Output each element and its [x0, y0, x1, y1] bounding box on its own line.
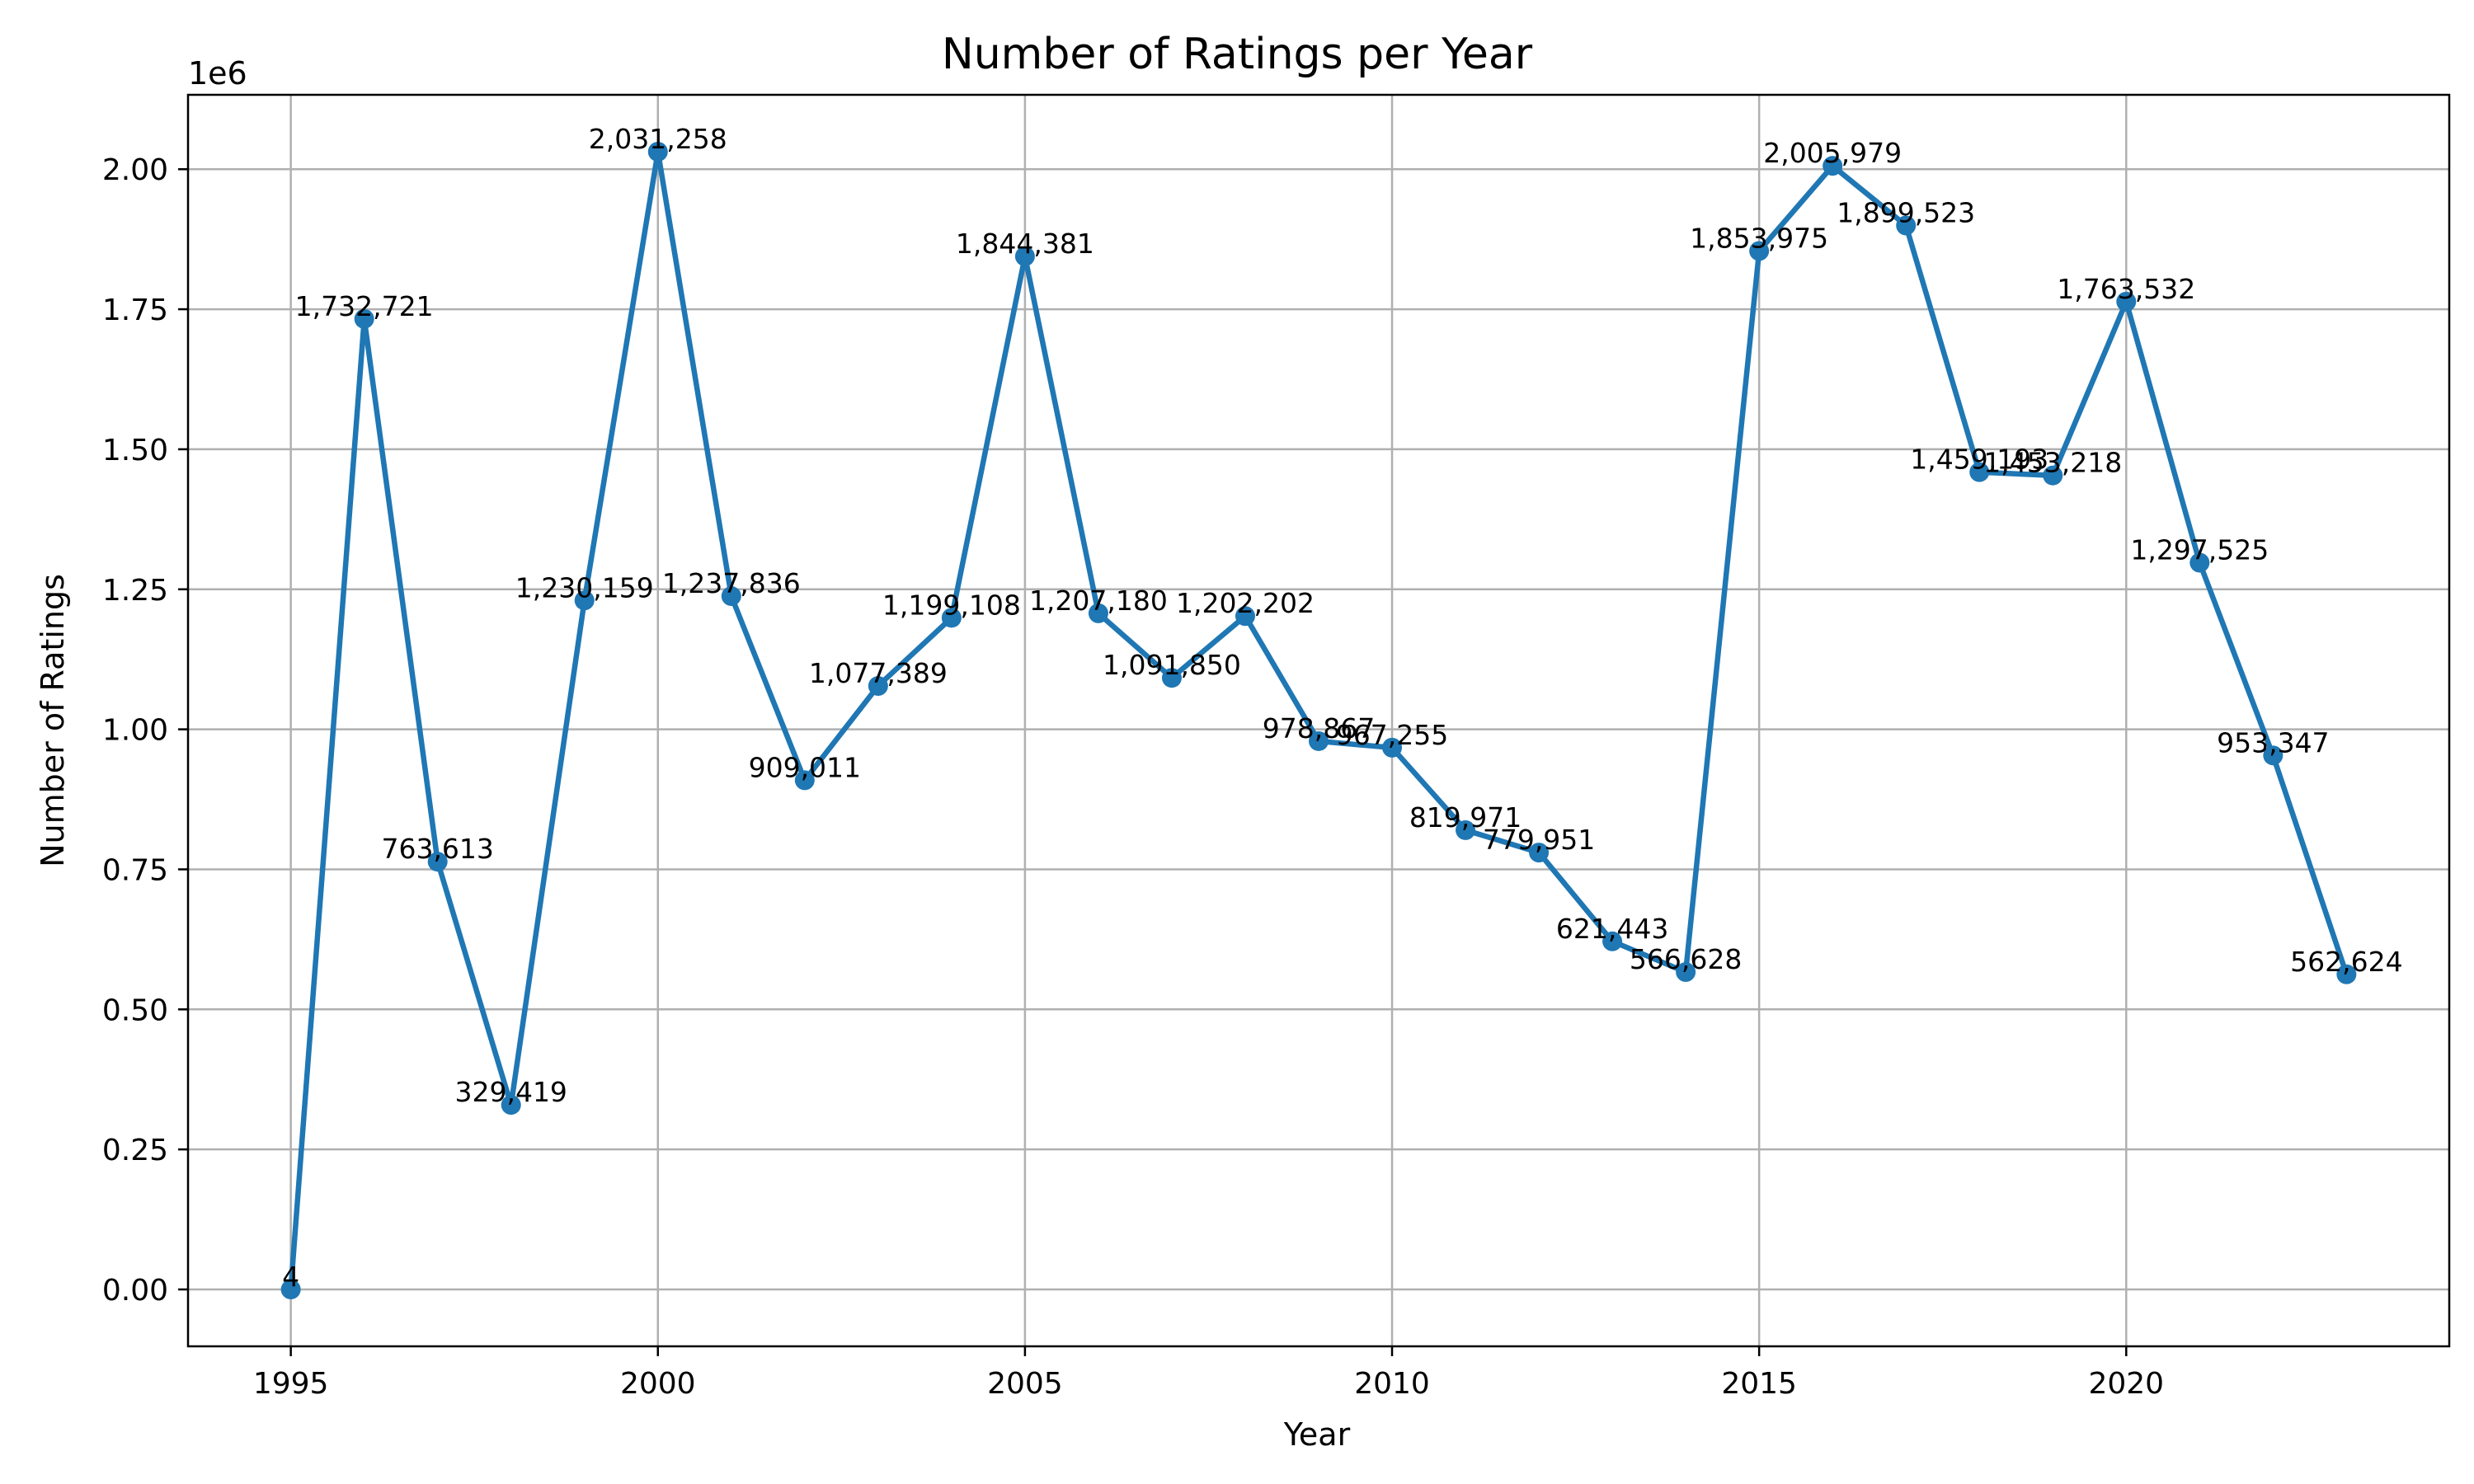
data-point-label: 621,443 — [1556, 913, 1668, 945]
data-point-marker — [280, 1279, 301, 1299]
data-point-marker — [2116, 291, 2137, 312]
y-tick-label: 1.25 — [102, 574, 168, 608]
data-point-marker — [1309, 730, 1329, 751]
data-point-marker — [1161, 668, 1182, 688]
data-point-marker — [2043, 465, 2063, 486]
data-point-marker — [868, 676, 888, 697]
data-point-marker — [1382, 737, 1403, 758]
data-point-marker — [427, 852, 448, 872]
data-labels: 4 1,732,721 763,613 329,419 1,230,159 2,031,2… — [282, 123, 2402, 1293]
data-point-marker — [794, 770, 815, 791]
data-point-marker — [1235, 606, 1255, 627]
y-tick-label: 1.75 — [102, 294, 168, 327]
x-tick-label: 2000 — [620, 1367, 696, 1401]
data-point-label: 1,199,108 — [882, 589, 1021, 621]
x-tick-label: 2020 — [2088, 1367, 2164, 1401]
data-point-label: 1,202,202 — [1176, 587, 1315, 619]
data-point-label: 1,297,525 — [2130, 533, 2269, 566]
x-axis-label: Year — [1283, 1416, 1351, 1453]
x-tick-label: 1995 — [253, 1367, 329, 1401]
data-point-marker — [1969, 462, 1990, 482]
x-tick-label: 2005 — [987, 1367, 1063, 1401]
data-point-label: 1,844,381 — [956, 228, 1094, 260]
data-point-label: 779,951 — [1483, 824, 1595, 856]
data-point-label: 1,763,532 — [2057, 273, 2195, 305]
data-point-marker — [721, 586, 741, 607]
plot-frame — [186, 93, 2451, 1348]
data-point-label: 4 — [282, 1261, 299, 1293]
series-line — [280, 141, 2357, 1299]
data-point-marker — [574, 590, 595, 611]
data-point-label: 562,624 — [2290, 946, 2402, 978]
data-point-marker — [1602, 931, 1623, 951]
data-point-label: 1,230,159 — [515, 571, 654, 603]
data-point-marker — [2189, 552, 2210, 573]
y-axis-label: Number of Ratings — [35, 574, 71, 867]
y-tick-label: 0.00 — [102, 1274, 168, 1308]
y-tick-label: 0.50 — [102, 993, 168, 1027]
data-point-label: 329,419 — [454, 1076, 567, 1108]
data-point-label: 2,031,258 — [589, 123, 727, 155]
x-tick-label: 2010 — [1354, 1367, 1430, 1401]
data-point-marker — [1088, 603, 1108, 623]
y-tick-label: 0.25 — [102, 1134, 168, 1167]
data-point-label: 1,091,850 — [1103, 649, 1241, 681]
y-tick-label: 1.00 — [102, 714, 168, 748]
data-point-marker — [1014, 246, 1035, 266]
data-point-marker — [2263, 745, 2284, 766]
data-point-label: 1,237,836 — [662, 567, 801, 599]
data-point-marker — [354, 308, 374, 329]
data-point-label: 1,453,218 — [1983, 447, 2122, 479]
data-point-label: 2,005,979 — [1763, 137, 1902, 169]
data-point-label: 1,459,193 — [1910, 444, 2048, 476]
y-tick-label: 2.00 — [102, 153, 168, 187]
data-point-label: 1,899,523 — [1837, 196, 1975, 228]
data-point-label: 566,628 — [1630, 943, 1742, 975]
y-axis-offset-text: 1e6 — [188, 55, 247, 92]
data-point-marker — [941, 608, 962, 628]
data-point-marker — [501, 1095, 521, 1115]
data-point-marker — [647, 141, 668, 162]
data-point-label: 1,077,389 — [809, 657, 948, 689]
axis-ticks: 1995 2000 2005 2010 2015 2020 0.00 0.25 0.50 0.75… — [102, 153, 2164, 1401]
data-point-marker — [1529, 843, 1550, 863]
data-point-label: 763,613 — [381, 833, 493, 865]
data-point-marker — [1676, 962, 1696, 983]
data-point-label: 967,255 — [1336, 719, 1448, 751]
data-point-marker — [1823, 156, 1843, 176]
x-tick-label: 2015 — [1721, 1367, 1797, 1401]
data-point-marker — [1456, 819, 1476, 840]
data-point-label: 953,347 — [2217, 726, 2329, 758]
data-point-label: 909,011 — [749, 751, 861, 783]
data-point-label: 1,732,721 — [295, 290, 434, 322]
data-point-marker — [1749, 241, 1770, 261]
data-point-label: 819,971 — [1409, 801, 1522, 834]
data-point-marker — [1896, 215, 1917, 236]
chart-title: Number of Ratings per Year — [942, 30, 1533, 79]
data-point-label: 1,207,180 — [1029, 585, 1168, 617]
data-point-marker — [2336, 964, 2357, 984]
y-tick-label: 0.75 — [102, 853, 168, 887]
y-tick-label: 1.50 — [102, 434, 168, 467]
data-point-label: 978,867 — [1263, 712, 1375, 744]
data-point-label: 1,853,975 — [1690, 222, 1828, 254]
